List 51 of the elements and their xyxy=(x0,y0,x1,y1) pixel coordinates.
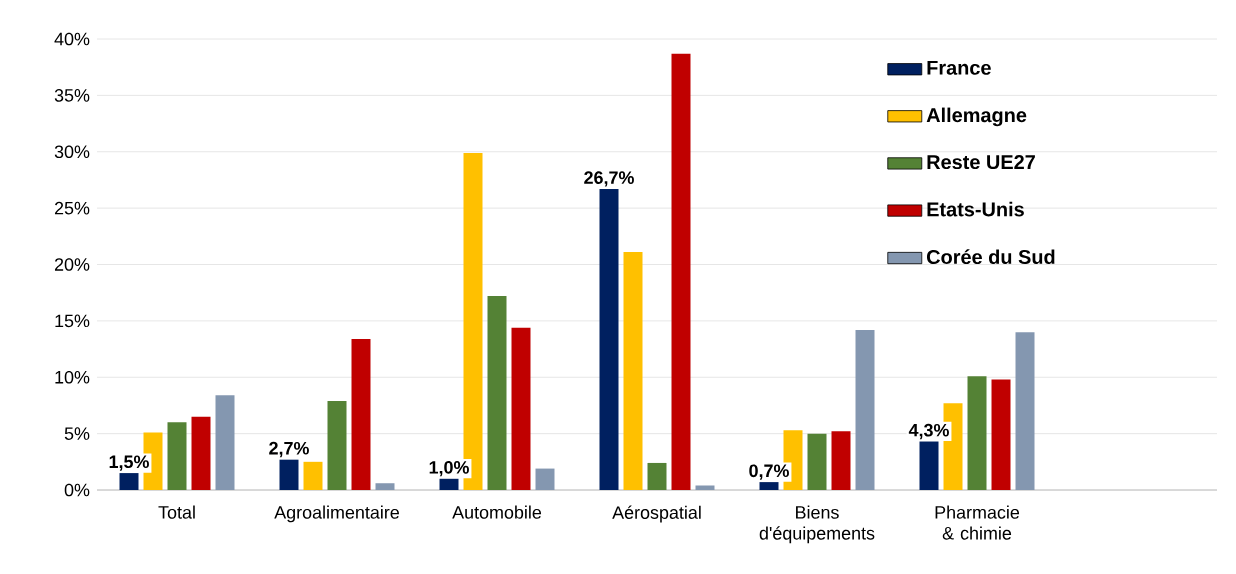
bar xyxy=(671,53,691,490)
y-tick-label: 0% xyxy=(64,483,90,497)
x-tick-label: Automobile xyxy=(452,505,542,519)
bar xyxy=(279,459,299,490)
bar xyxy=(375,483,395,490)
bar xyxy=(759,482,779,490)
bar xyxy=(487,296,507,490)
y-tick-label: 40% xyxy=(54,32,90,46)
bar xyxy=(807,433,827,490)
y-tick-label: 5% xyxy=(64,427,90,440)
bar xyxy=(623,252,643,490)
legend-label: Corée du Sud xyxy=(926,249,1055,265)
y-tick-label: 30% xyxy=(54,145,90,159)
legend-label: Etats-Unis xyxy=(927,201,1024,217)
y-tick-label: 20% xyxy=(54,258,90,271)
bar xyxy=(167,422,187,490)
y-tick-label: 25% xyxy=(54,201,90,215)
y-tick-label: 35% xyxy=(54,89,90,102)
bar xyxy=(535,468,555,490)
legend-label: France xyxy=(927,60,991,75)
legend-label: Reste UE27 xyxy=(927,154,1035,170)
bar xyxy=(351,338,371,490)
bar xyxy=(303,461,323,490)
bar xyxy=(967,376,987,490)
x-tick-label: Total xyxy=(158,505,195,519)
x-tick-label: Biens d'équipements xyxy=(759,505,875,544)
data-label: 26,7% xyxy=(584,171,634,187)
y-tick-label: 10% xyxy=(55,370,90,384)
data-label: 4,3% xyxy=(908,423,949,440)
data-label: 1,0% xyxy=(429,461,469,477)
bar xyxy=(1015,332,1035,490)
data-label: 2,7% xyxy=(269,441,309,458)
data-label: 1,5% xyxy=(109,455,149,471)
bar xyxy=(695,485,715,490)
bar xyxy=(327,400,347,490)
bar xyxy=(919,441,939,490)
bar xyxy=(647,462,667,490)
x-tick-label: Pharmacie & chimie xyxy=(935,505,1020,540)
bar xyxy=(991,379,1011,490)
bar xyxy=(831,431,851,490)
x-tick-label: Agroalimentaire xyxy=(274,505,399,523)
bar xyxy=(215,395,235,490)
bar xyxy=(511,327,531,490)
bar xyxy=(599,188,619,490)
legend-label: Allemagne xyxy=(926,107,1027,127)
bar xyxy=(191,416,211,490)
y-tick-label: 15% xyxy=(55,314,90,328)
bar xyxy=(855,329,875,490)
data-label: 0,7% xyxy=(749,464,789,480)
x-tick-label: Aérospatial xyxy=(612,505,701,523)
bar xyxy=(119,473,139,490)
